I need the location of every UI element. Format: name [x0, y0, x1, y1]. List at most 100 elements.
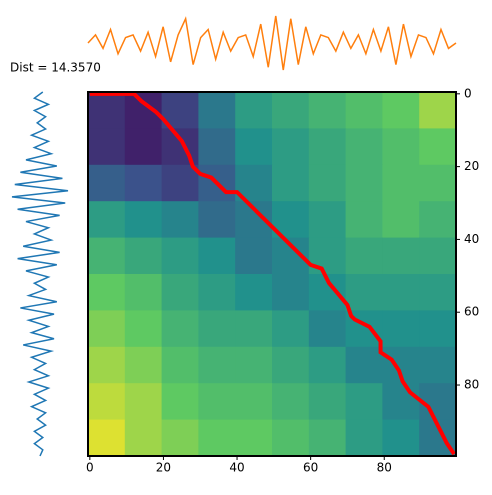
- heatmap-cell: [382, 274, 420, 311]
- heatmap-cell: [161, 419, 199, 457]
- heatmap-cell: [308, 310, 347, 348]
- heatmap-cell: [308, 237, 347, 275]
- heatmap-cell: [382, 164, 420, 202]
- heatmap-cell: [345, 92, 383, 129]
- heatmap-cell: [308, 201, 347, 239]
- heatmap-cell: [198, 128, 236, 166]
- heatmap-cell: [272, 164, 310, 202]
- heatmap-cell: [124, 201, 163, 239]
- heatmap-cell: [124, 383, 163, 421]
- heatmap-cell: [161, 164, 199, 202]
- heatmap-cell: [345, 274, 383, 311]
- annotation: Dist = 14.3570: [10, 61, 101, 75]
- heatmap-cell: [161, 201, 199, 239]
- heatmap-cell: [382, 201, 420, 239]
- heatmap-cell: [88, 346, 126, 384]
- heatmap-cell: [161, 310, 199, 348]
- heatmap-cell: [308, 346, 347, 384]
- warping-path: [89, 91, 456, 456]
- heatmap-cell: [272, 383, 310, 421]
- heatmap-cell: [419, 346, 457, 384]
- heatmap-cell: [198, 237, 236, 275]
- top-signal: [87, 15, 457, 71]
- heatmap-cell: [419, 310, 457, 348]
- heatmap-cell: [161, 237, 199, 275]
- heatmap-cell: [382, 419, 420, 457]
- heatmap-cell: [382, 128, 420, 166]
- heatmap-cell: [88, 164, 126, 202]
- y-tick-label: 40: [464, 232, 479, 246]
- heatmap-cell: [272, 346, 310, 384]
- x-tick-label: 60: [303, 461, 318, 475]
- heatmap-cell: [161, 383, 199, 421]
- heatmap-cell: [235, 346, 273, 384]
- heatmap-cell: [124, 346, 163, 384]
- heatmap-cell: [419, 92, 457, 129]
- heatmap-cell: [419, 164, 457, 202]
- heatmap-cell: [345, 419, 383, 457]
- heatmap-cell: [124, 274, 163, 311]
- x-tick-label: 80: [377, 461, 392, 475]
- heatmap-cell: [124, 164, 163, 202]
- heatmap-cell: [198, 201, 236, 239]
- heatmap-cell: [272, 274, 310, 311]
- heatmap-cell: [272, 310, 310, 348]
- heatmap-cell: [345, 201, 383, 239]
- heatmap-cell: [308, 164, 347, 202]
- heatmap-cell: [198, 92, 236, 129]
- x-tick-label: 0: [86, 461, 94, 475]
- heatmap-cell: [198, 310, 236, 348]
- heatmap-cell: [235, 419, 273, 457]
- heatmap-cell: [161, 128, 199, 166]
- heatmap-cell: [308, 92, 347, 129]
- heatmap-cell: [382, 92, 420, 129]
- heatmap-cell: [382, 383, 420, 421]
- heatmap-cell: [419, 274, 457, 311]
- x-tick-label: 20: [156, 461, 171, 475]
- heatmap-cell: [235, 128, 273, 166]
- heatmap-cell: [124, 310, 163, 348]
- heatmap-cell: [88, 383, 126, 421]
- heatmap-cell: [88, 419, 126, 457]
- heatmap-cell: [88, 274, 126, 311]
- heatmap-cell: [161, 346, 199, 384]
- heatmap-cell: [419, 128, 457, 166]
- heatmap-cell: [88, 310, 126, 348]
- heatmap-cell: [198, 274, 236, 311]
- y-tick-label: 80: [464, 378, 479, 392]
- heatmap-cell: [345, 128, 383, 166]
- heatmap-cell: [235, 310, 273, 348]
- heatmap-cell: [198, 346, 236, 384]
- y-tick-label: 20: [464, 159, 479, 173]
- heatmap-cell: [345, 164, 383, 202]
- heatmap-cell: [272, 92, 310, 129]
- heatmap-cell: [161, 274, 199, 311]
- heatmap-cell: [308, 383, 347, 421]
- left-signal: [11, 91, 69, 457]
- heatmap-cell: [124, 237, 163, 275]
- heatmap-cell: [345, 237, 383, 275]
- heatmap-cell: [345, 383, 383, 421]
- heatmap-cell: [419, 383, 457, 421]
- heatmap-cell: [419, 237, 457, 275]
- heatmap-cell: [88, 128, 126, 166]
- heatmap-cell: [198, 419, 236, 457]
- heatmap-cell: [124, 419, 163, 457]
- heatmap-cell: [382, 237, 420, 275]
- heatmap-cell: [88, 237, 126, 275]
- heatmap-cell: [124, 128, 163, 166]
- y-tick-label: 0: [464, 86, 472, 100]
- heatmap-cell: [308, 128, 347, 166]
- heatmap-cell: [235, 237, 273, 275]
- heatmap-cell: [272, 419, 310, 457]
- heatmap-cell: [419, 201, 457, 239]
- y-tick-label: 60: [464, 305, 479, 319]
- heatmap-cell: [345, 346, 383, 384]
- heatmap-cell: [198, 383, 236, 421]
- heatmap-cell: [235, 383, 273, 421]
- plot-frame: [87, 91, 457, 457]
- heatmap-cell: [235, 274, 273, 311]
- x-tick-label: 40: [229, 461, 244, 475]
